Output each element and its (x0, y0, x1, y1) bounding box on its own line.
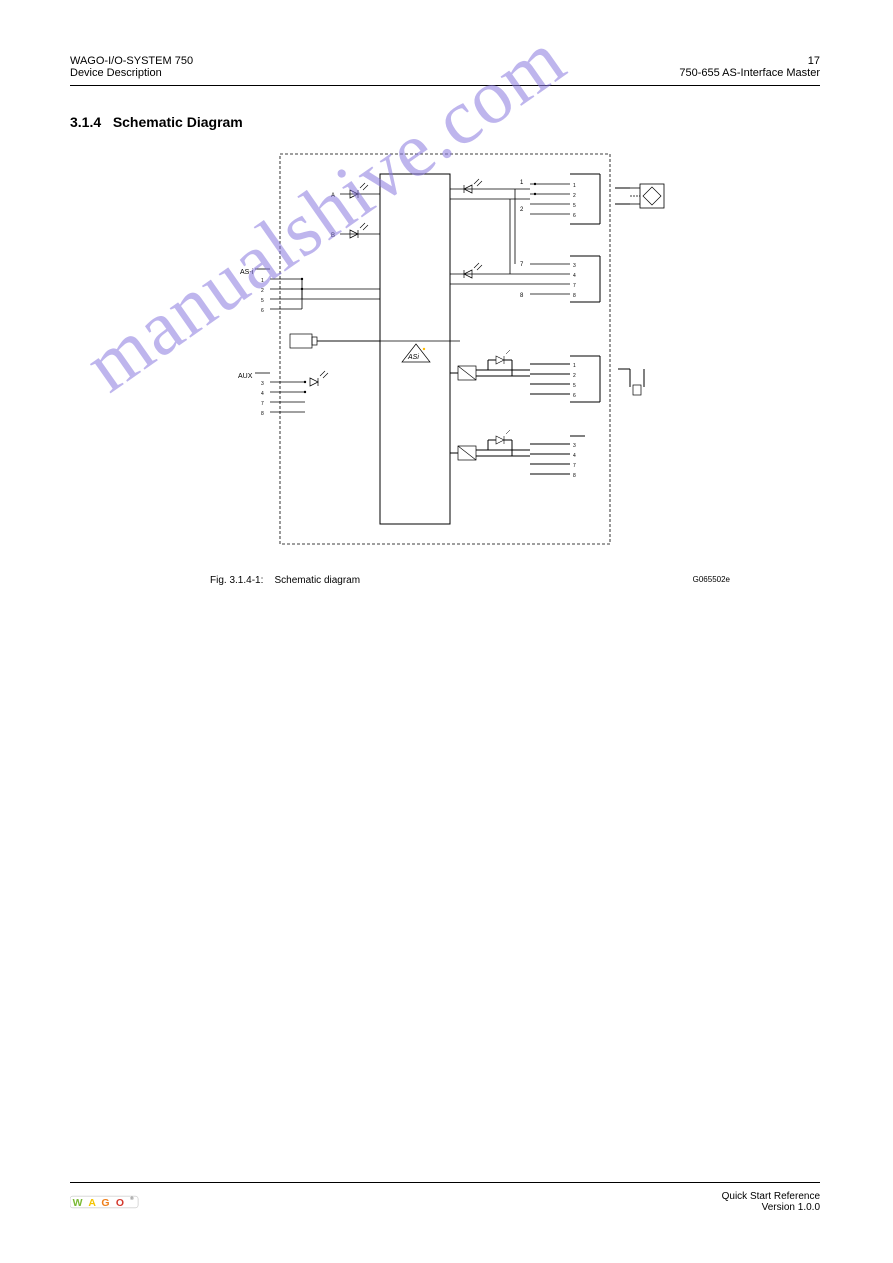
wago-logo: W A G O ® (70, 1192, 142, 1212)
right-pins-4: 3 4 7 8 (530, 436, 585, 479)
header-left: WAGO-I/O-SYSTEM 750 Device Description (70, 55, 193, 79)
svg-text:W: W (73, 1198, 83, 1209)
right-pins-2: 3 4 7 8 (530, 256, 600, 302)
svg-text:4: 4 (261, 391, 264, 397)
svg-text:1: 1 (520, 180, 524, 186)
svg-text:8: 8 (261, 411, 264, 417)
footer-line2: Version 1.0.0 (722, 1202, 820, 1213)
svg-text:8: 8 (520, 293, 524, 299)
svg-text:3: 3 (573, 263, 576, 269)
footer-line1: Quick Start Reference (722, 1191, 820, 1202)
svg-text:3: 3 (261, 381, 264, 387)
svg-text:7: 7 (261, 401, 264, 407)
svg-text:8: 8 (573, 473, 576, 479)
asi-triangle-label: ASi (407, 354, 419, 361)
led-b: B (331, 223, 380, 239)
svg-text:1: 1 (261, 278, 264, 284)
figure-caption: Fig. 3.1.4-1: Schematic diagram G065502e (210, 575, 730, 586)
asi-pins: 1 2 5 6 (261, 278, 380, 314)
actuator-icon (618, 369, 644, 395)
sensor-icon (615, 184, 664, 208)
svg-text:4: 4 (573, 273, 576, 279)
svg-text:1: 1 (573, 183, 576, 189)
schematic-diagram: ASi A B AS-i (210, 144, 730, 586)
led-2-label: 2 (520, 207, 524, 213)
svg-text:7: 7 (573, 283, 576, 289)
section-number: 3.1.4 (70, 114, 101, 130)
fig-code: G065502e (693, 575, 730, 584)
svg-text:4: 4 (573, 453, 576, 459)
svg-text:5: 5 (573, 383, 576, 389)
svg-text:6: 6 (261, 308, 264, 314)
svg-text:®: ® (130, 1195, 134, 1201)
svg-text:B: B (331, 233, 335, 239)
svg-text:A: A (331, 193, 335, 199)
asi-bus-label: AS-i (240, 269, 254, 276)
svg-text:O: O (116, 1198, 124, 1209)
section-title: 3.1.4 Schematic Diagram (70, 114, 820, 130)
svg-text:5: 5 (573, 203, 576, 209)
header-right: 17 750-655 AS-Interface Master (679, 55, 820, 79)
svg-text:2: 2 (261, 288, 264, 294)
svg-text:A: A (88, 1198, 96, 1209)
section-heading: Schematic Diagram (113, 114, 243, 130)
led-a: A (331, 183, 380, 199)
svg-text:3: 3 (573, 443, 576, 449)
svg-text:5: 5 (261, 298, 264, 304)
page-footer: W A G O ® Quick Start Reference Version … (70, 1182, 820, 1213)
fig-text: Schematic diagram (274, 575, 360, 586)
svg-text:7: 7 (573, 463, 576, 469)
svg-text:7: 7 (520, 262, 524, 268)
aux-pins: 3 4 7 8 (261, 371, 328, 417)
aux-bus-label: AUX (238, 373, 253, 380)
right-pins-1: 1 2 5 6 (530, 174, 600, 224)
svg-text:2: 2 (573, 373, 576, 379)
svg-text:6: 6 (573, 393, 576, 399)
svg-text:8: 8 (573, 293, 576, 299)
output-block-1 (450, 350, 530, 380)
svg-text:2: 2 (573, 193, 576, 199)
footer-right: Quick Start Reference Version 1.0.0 (722, 1191, 820, 1213)
right-pins-3: 1 2 5 6 (530, 356, 600, 402)
led-1: 1 (450, 179, 530, 193)
svg-text:6: 6 (573, 213, 576, 219)
led-7-8: 7 8 (450, 262, 530, 299)
fig-label: Fig. 3.1.4-1: (210, 575, 263, 586)
svg-text:1: 1 (573, 363, 576, 369)
output-block-2 (450, 430, 530, 460)
page-header: WAGO-I/O-SYSTEM 750 Device Description 1… (70, 55, 820, 86)
svg-text:G: G (101, 1198, 109, 1209)
